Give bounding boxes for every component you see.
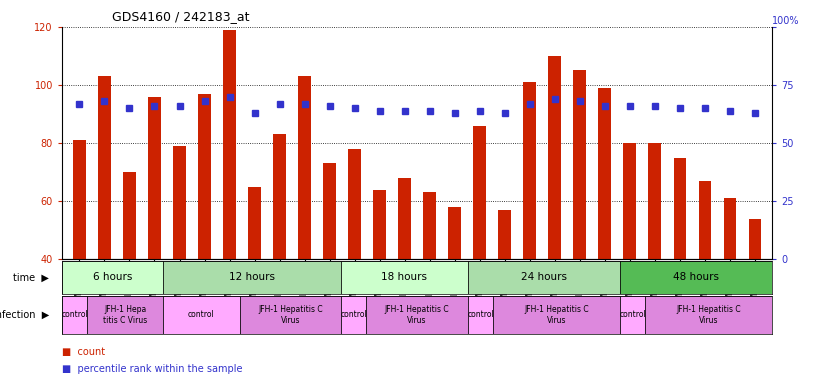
- Text: infection  ▶: infection ▶: [0, 310, 50, 320]
- Text: control: control: [61, 310, 88, 319]
- Bar: [341, 261, 468, 294]
- Bar: [573, 70, 586, 375]
- Text: ■  percentile rank within the sample: ■ percentile rank within the sample: [62, 364, 243, 374]
- Bar: [724, 198, 736, 375]
- Text: control: control: [188, 310, 215, 319]
- Text: 6 hours: 6 hours: [93, 272, 132, 283]
- Text: control: control: [620, 310, 646, 319]
- Bar: [164, 261, 341, 294]
- Bar: [164, 296, 240, 334]
- Text: 48 hours: 48 hours: [673, 272, 719, 283]
- Bar: [548, 56, 561, 375]
- Bar: [473, 126, 486, 375]
- Text: JFH-1 Hepatitis C
Virus: JFH-1 Hepatitis C Virus: [258, 305, 323, 324]
- Bar: [468, 261, 620, 294]
- Bar: [249, 187, 261, 375]
- Bar: [123, 172, 135, 375]
- Text: control: control: [468, 310, 494, 319]
- Bar: [620, 261, 772, 294]
- Bar: [349, 149, 361, 375]
- Bar: [74, 140, 86, 375]
- Text: JFH-1 Hepatitis C
Virus: JFH-1 Hepatitis C Virus: [525, 305, 589, 324]
- Bar: [398, 178, 411, 375]
- Bar: [648, 143, 661, 375]
- Bar: [620, 296, 645, 334]
- Bar: [748, 218, 761, 375]
- Bar: [524, 82, 536, 375]
- Bar: [62, 296, 88, 334]
- Bar: [699, 181, 711, 375]
- Text: control: control: [340, 310, 367, 319]
- Text: 24 hours: 24 hours: [521, 272, 567, 283]
- Bar: [599, 88, 611, 375]
- Text: 18 hours: 18 hours: [382, 272, 427, 283]
- Text: GDS4160 / 242183_at: GDS4160 / 242183_at: [112, 10, 249, 23]
- Bar: [624, 143, 636, 375]
- Bar: [493, 296, 620, 334]
- Bar: [424, 192, 436, 375]
- Text: JFH-1 Hepatitis C
Virus: JFH-1 Hepatitis C Virus: [385, 305, 449, 324]
- Bar: [673, 157, 686, 375]
- Bar: [240, 296, 341, 334]
- Bar: [62, 261, 164, 294]
- Bar: [449, 207, 461, 375]
- Text: time  ▶: time ▶: [13, 272, 50, 283]
- Bar: [367, 296, 468, 334]
- Text: JFH-1 Hepa
titis C Virus: JFH-1 Hepa titis C Virus: [103, 305, 148, 324]
- Bar: [498, 210, 511, 375]
- Bar: [88, 296, 164, 334]
- Bar: [223, 30, 235, 375]
- Bar: [198, 94, 211, 375]
- Text: JFH-1 Hepatitis C
Virus: JFH-1 Hepatitis C Virus: [676, 305, 741, 324]
- Bar: [645, 296, 772, 334]
- Text: 12 hours: 12 hours: [230, 272, 275, 283]
- Bar: [173, 146, 186, 375]
- Bar: [298, 76, 311, 375]
- Text: 100%: 100%: [772, 16, 800, 26]
- Bar: [98, 76, 111, 375]
- Bar: [373, 190, 386, 375]
- Bar: [341, 296, 367, 334]
- Bar: [148, 97, 161, 375]
- Text: ■  count: ■ count: [62, 347, 105, 357]
- Bar: [323, 163, 336, 375]
- Bar: [468, 296, 493, 334]
- Bar: [273, 134, 286, 375]
